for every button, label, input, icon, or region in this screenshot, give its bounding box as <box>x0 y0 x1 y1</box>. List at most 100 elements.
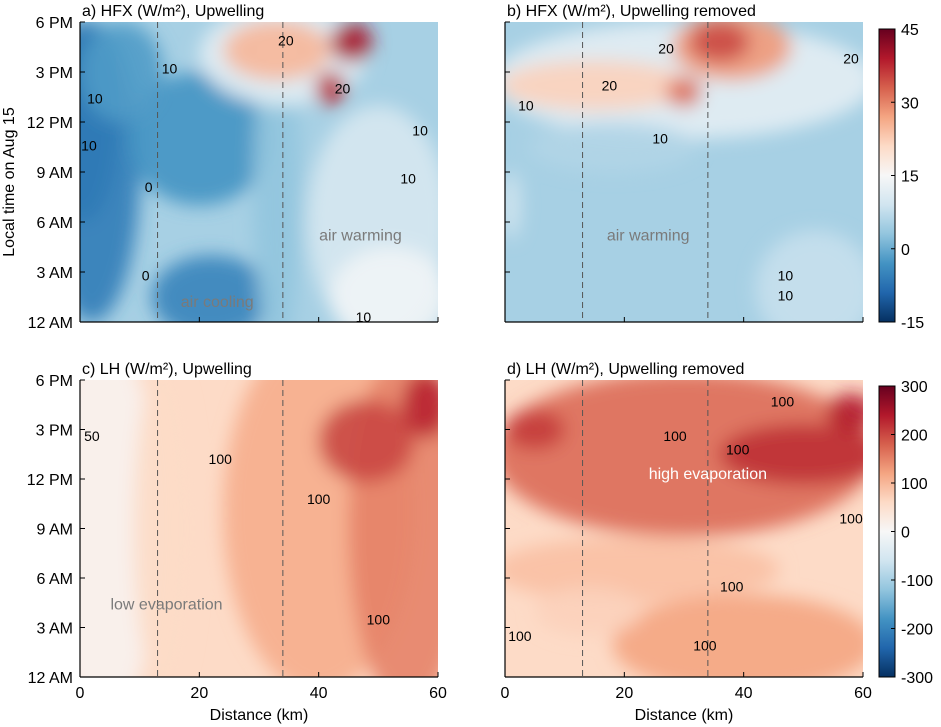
contour-label: 10 <box>778 267 794 283</box>
x-tick-label: 20 <box>190 685 208 702</box>
panel-b: b) HFX (W/m²), Upwelling removed 20 20 20 10… <box>504 3 864 323</box>
contour-label: 0 <box>145 179 153 195</box>
contour-label: 100 <box>209 451 233 467</box>
colorbar-tick-label: -15 <box>901 315 924 332</box>
heatmap-region <box>505 409 565 450</box>
contour-label: 10 <box>778 287 794 303</box>
heatmap-region <box>151 255 271 322</box>
x-tick-label: 40 <box>735 685 753 702</box>
y-tick-label: 12 AM <box>28 315 73 332</box>
heatmap-region <box>689 22 750 62</box>
panel-title: a) HFX (W/m²), Upwelling <box>82 3 264 20</box>
contour-label: 10 <box>162 61 178 77</box>
colorbar-tick-label: -300 <box>901 670 933 687</box>
contour-label: 100 <box>307 491 331 507</box>
y-tick-label: 9 AM <box>37 522 73 539</box>
heatmap-region <box>330 247 438 322</box>
colorbar-hfx: 45 30 15 0 -15 <box>878 22 924 332</box>
panel-title: b) HFX (W/m²), Upwelling removed <box>507 3 756 20</box>
x-tick-label: 40 <box>310 685 328 702</box>
heatmap-region <box>505 380 863 537</box>
x-tick-label: 0 <box>76 685 85 702</box>
y-tick-label: 3 PM <box>36 423 73 440</box>
contour-label: 0 <box>142 267 150 283</box>
y-tick-label: 3 AM <box>37 265 73 282</box>
contour-label: 10 <box>412 122 428 138</box>
colorbar-tick-label: 200 <box>901 428 928 445</box>
heatmap-region <box>534 586 643 636</box>
contour-label: 20 <box>658 41 674 57</box>
annotation-label: air cooling <box>181 294 254 311</box>
heatmap-field <box>505 22 863 322</box>
y-tick-label: 6 AM <box>37 571 73 588</box>
contour-label: 10 <box>652 131 668 147</box>
y-tick-label: 6 PM <box>36 15 73 32</box>
y-tick-label: 6 AM <box>37 215 73 232</box>
contour-label: 100 <box>726 441 750 457</box>
y-tick-label: 12 AM <box>28 670 73 687</box>
contour-label: 100 <box>839 511 863 527</box>
colorbar-tick-label: 0 <box>901 242 910 259</box>
heatmap-region <box>505 536 780 603</box>
panel-title: d) LH (W/m²), Upwelling removed <box>507 361 744 378</box>
contour-label: 10 <box>400 171 416 187</box>
contour-label: 10 <box>356 309 372 325</box>
colorbar-tick-label: 45 <box>901 22 919 39</box>
y-tick-label: 12 PM <box>27 115 73 132</box>
y-tick-label: 3 PM <box>36 65 73 82</box>
x-axis-label: Distance (km) <box>635 707 734 724</box>
x-tick-label: 20 <box>615 685 633 702</box>
y-axis-label: Local time on Aug 15 <box>1 107 18 257</box>
y-tick-label: 12 PM <box>27 472 73 489</box>
contour-label: 20 <box>843 51 859 67</box>
colorbar-tick-label: 300 <box>901 379 928 396</box>
heatmap-region <box>330 22 373 62</box>
heatmap-region <box>80 22 164 122</box>
heatmap-region <box>133 380 194 677</box>
heatmap-region <box>315 72 346 106</box>
x-tick-label: 0 <box>501 685 510 702</box>
heatmap-region <box>827 393 863 433</box>
heatmap-field <box>505 380 863 677</box>
colorbar-tick-label: -100 <box>901 573 933 590</box>
annotation-label: air warming <box>319 227 402 244</box>
heatmap-region <box>528 122 696 172</box>
heatmap-region <box>505 60 690 111</box>
heatmap-region <box>127 72 271 206</box>
annotation-label: low evaporation <box>110 596 222 613</box>
colorbar-tick-label: 0 <box>901 525 910 542</box>
contour-label: 50 <box>84 428 100 444</box>
annotation-label: air warming <box>607 227 690 244</box>
contour-label: 100 <box>720 578 744 594</box>
contour-label: 100 <box>508 628 532 644</box>
y-tick-label: 3 AM <box>37 621 73 638</box>
colorbar-tick-label: -200 <box>901 622 933 639</box>
contour-label: 100 <box>693 638 717 654</box>
y-tick-label: 6 PM <box>36 373 73 390</box>
colorbar-tick-label: 15 <box>901 169 919 186</box>
panel-title: c) LH (W/m²), Upwelling <box>82 361 252 378</box>
colorbar-lh: 300 200 100 0 -100 -200 -300 <box>878 379 933 687</box>
annotation-label: high evaporation <box>649 466 767 483</box>
contour-label: 20 <box>278 32 294 48</box>
x-axis-label: Distance (km) <box>210 707 309 724</box>
panel-a: 12 AM 3 AM 6 AM 9 AM 12 PM 3 PM 6 PM a) HFX (W/… <box>1 3 439 332</box>
colorbar-tick-label: 30 <box>901 95 919 112</box>
contour-label: 10 <box>81 137 97 153</box>
contour-label: 10 <box>518 97 534 113</box>
contour-label: 20 <box>602 77 618 93</box>
contour-label: 10 <box>87 91 103 107</box>
heatmap-field <box>80 380 438 677</box>
contour-label: 100 <box>771 393 795 409</box>
heatmap-region <box>666 77 702 107</box>
heatmap-region <box>223 22 331 81</box>
heatmap-region <box>612 594 863 677</box>
heatmap-region <box>755 230 863 322</box>
colorbar-tick-label: 100 <box>901 476 928 493</box>
panel-c: 12 AM 3 AM 6 AM 9 AM 12 PM 3 PM 6 PM 0 20 40 60 c) … <box>27 361 447 724</box>
heatmap-field <box>80 22 438 322</box>
contour-label: 100 <box>367 611 391 627</box>
heatmap-region <box>719 424 863 484</box>
contour-label: 20 <box>335 81 351 97</box>
